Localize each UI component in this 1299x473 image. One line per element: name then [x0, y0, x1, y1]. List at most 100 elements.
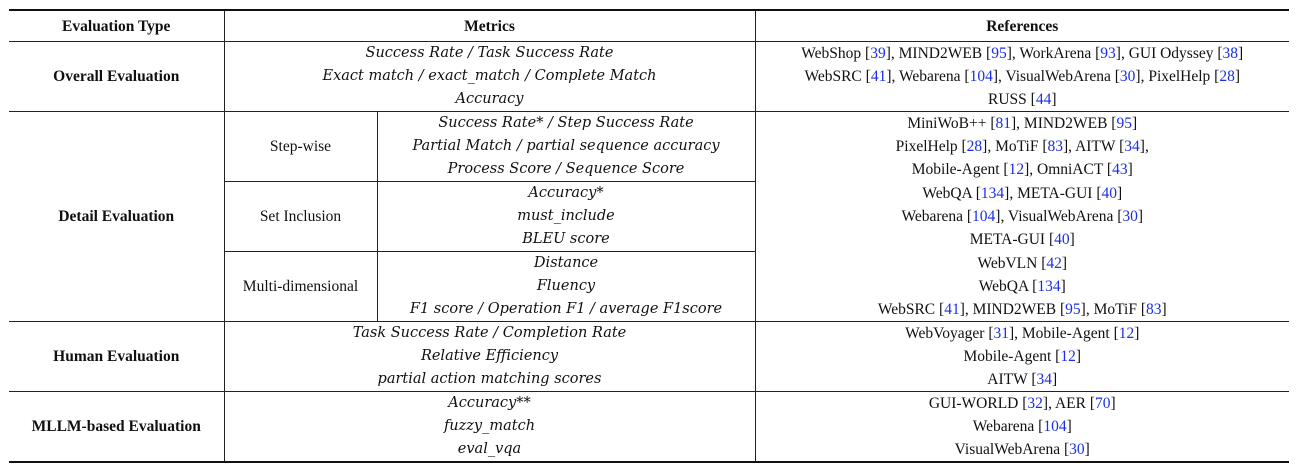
- citation-link[interactable]: 42: [1046, 254, 1062, 272]
- reference-text: ], AER [: [1042, 395, 1095, 412]
- reference-text: ], META-GUI [: [1004, 184, 1102, 202]
- subcategory-multi-dimensional: Multi-dimensional: [224, 251, 378, 322]
- reference-text: ], MIND2WEB [: [959, 301, 1066, 318]
- citation-link[interactable]: 34: [1124, 138, 1140, 155]
- reference-text: ], GUI Odyssey [: [1115, 45, 1223, 62]
- citation-link[interactable]: 28: [966, 138, 983, 155]
- reference-text: WebQA [: [922, 184, 981, 202]
- citation-link[interactable]: 38: [1222, 45, 1239, 62]
- citation-link[interactable]: 104: [1043, 418, 1067, 435]
- category-detail: Detail Evaluation: [9, 111, 225, 322]
- citation-link[interactable]: 134: [980, 184, 1005, 202]
- reference-text: ], Mobile-Agent [: [1008, 325, 1119, 342]
- metric-cell: Relative Efficiency: [224, 345, 756, 368]
- citation-link[interactable]: 32: [1027, 395, 1043, 412]
- citation-link[interactable]: 104: [972, 208, 996, 225]
- reference-text: ], MIND2WEB [: [885, 45, 992, 62]
- metric-cell: fuzzy_match: [224, 415, 756, 438]
- citation-link[interactable]: 12: [1118, 325, 1135, 342]
- table-row: MLLM-based Evaluation Accuracy** GUI-WOR…: [9, 391, 1289, 462]
- reference-text: ]: [1110, 395, 1116, 412]
- metric-cell: Accuracy*: [377, 181, 756, 205]
- citation-link[interactable]: 93: [1100, 45, 1116, 62]
- reference-text: ], VisualWebArena [: [992, 68, 1120, 85]
- subcategory-step-wise: Step-wise: [224, 111, 378, 182]
- reference-text: PixelHelp [: [895, 138, 967, 155]
- citation-link[interactable]: 12: [1008, 161, 1025, 179]
- table-row: Human Evaluation Task Success Rate / Com…: [9, 321, 1289, 392]
- reference-text: ]: [1161, 301, 1167, 318]
- reference-text: ]: [1117, 184, 1123, 202]
- references-cell: PixelHelp [28], MoTiF [83], AITW [34],: [755, 135, 1289, 158]
- reference-text: Mobile-Agent [: [911, 161, 1009, 179]
- table-row: Set Inclusion Accuracy* WebQA [134], MET…: [9, 181, 1289, 252]
- reference-text: WebVLN [: [977, 254, 1047, 272]
- references-cell: AITW [34]: [755, 368, 1289, 392]
- reference-text: WebSRC [: [877, 301, 945, 318]
- citation-link[interactable]: 40: [1054, 231, 1070, 249]
- reference-text: GUI-WORLD [: [928, 395, 1028, 412]
- citation-link[interactable]: 104: [969, 68, 993, 85]
- citation-link[interactable]: 30: [1119, 68, 1136, 85]
- citation-link[interactable]: 41: [870, 68, 887, 85]
- reference-text: ], MoTiF [: [1080, 301, 1146, 318]
- references-cell: VisualWebArena [30]: [755, 438, 1289, 462]
- references-cell: Webarena [104], VisualWebArena [30]: [755, 205, 1289, 228]
- citation-link[interactable]: 31: [993, 325, 1009, 342]
- reference-text: ]: [1238, 45, 1244, 62]
- citation-link[interactable]: 83: [1146, 301, 1162, 318]
- references-cell: WebSRC [41], Webarena [104], VisualWebAr…: [755, 65, 1289, 88]
- references-cell: Mobile-Agent [12], OmniACT [43]: [755, 158, 1289, 182]
- citation-link[interactable]: 30: [1069, 441, 1085, 458]
- citation-link[interactable]: 95: [991, 45, 1007, 62]
- citation-link[interactable]: 95: [1065, 301, 1081, 318]
- reference-text: ]: [1060, 278, 1066, 295]
- category-overall: Overall Evaluation: [9, 41, 225, 112]
- category-mllm: MLLM-based Evaluation: [9, 391, 225, 462]
- citation-link[interactable]: 43: [1112, 161, 1128, 179]
- citation-link[interactable]: 40: [1101, 184, 1118, 202]
- citation-link[interactable]: 81: [995, 115, 1012, 132]
- table-row: Relative Efficiency Mobile-Agent [12]: [9, 345, 1289, 368]
- references-cell: META-GUI [40]: [755, 228, 1289, 252]
- citation-link[interactable]: 34: [1036, 371, 1053, 388]
- reference-text: ], WorkArena [: [1006, 45, 1101, 62]
- reference-text: ]: [1127, 161, 1133, 179]
- reference-text: ]: [1137, 208, 1144, 225]
- references-cell: Webarena [104]: [755, 415, 1289, 438]
- reference-text: ], Webarena [: [886, 68, 970, 85]
- metric-cell: Accuracy**: [224, 391, 756, 415]
- table-row: fuzzy_match Webarena [104]: [9, 415, 1289, 438]
- citation-link[interactable]: 28: [1219, 68, 1235, 85]
- citation-link[interactable]: 44: [1035, 91, 1052, 108]
- citation-link[interactable]: 70: [1095, 395, 1111, 412]
- metric-cell: Partial Match / partial sequence accurac…: [377, 135, 756, 158]
- citation-link[interactable]: 30: [1122, 208, 1138, 225]
- references-cell: GUI-WORLD [32], AER [70]: [755, 392, 1289, 416]
- citation-link[interactable]: 41: [944, 301, 960, 318]
- citation-link[interactable]: 95: [1116, 115, 1132, 132]
- reference-text: WebQA [: [978, 278, 1038, 295]
- reference-text: ], VisualWebArena [: [995, 208, 1123, 225]
- citation-link[interactable]: 39: [870, 45, 886, 62]
- metric-cell: Distance: [377, 251, 756, 275]
- citation-link[interactable]: 134: [1037, 278, 1061, 295]
- references-cell: WebSRC [41], MIND2WEB [95], MoTiF [83]: [755, 298, 1289, 322]
- references-cell: Mobile-Agent [12]: [755, 345, 1289, 368]
- metric-cell: Success Rate* / Step Success Rate: [377, 111, 756, 135]
- category-human: Human Evaluation: [9, 321, 225, 392]
- table-row: must_include Webarena [104], VisualWebAr…: [9, 205, 1289, 228]
- header-row: Evaluation Type Metrics References: [9, 10, 1289, 42]
- references-cell: WebVLN [42]: [755, 252, 1289, 276]
- metric-cell: Accuracy: [224, 88, 756, 112]
- reference-text: ]: [1075, 348, 1082, 365]
- reference-text: WebShop [: [801, 45, 871, 62]
- table-row: Detail Evaluation Step-wise Success Rate…: [9, 111, 1289, 322]
- reference-text: Webarena [: [972, 418, 1044, 435]
- metric-cell: Fluency: [377, 275, 756, 298]
- references-cell: RUSS [44]: [755, 88, 1289, 112]
- citation-link[interactable]: 12: [1060, 348, 1076, 365]
- reference-text: ], AITW [: [1063, 138, 1125, 155]
- citation-link[interactable]: 83: [1047, 138, 1064, 155]
- metric-cell: must_include: [377, 205, 756, 228]
